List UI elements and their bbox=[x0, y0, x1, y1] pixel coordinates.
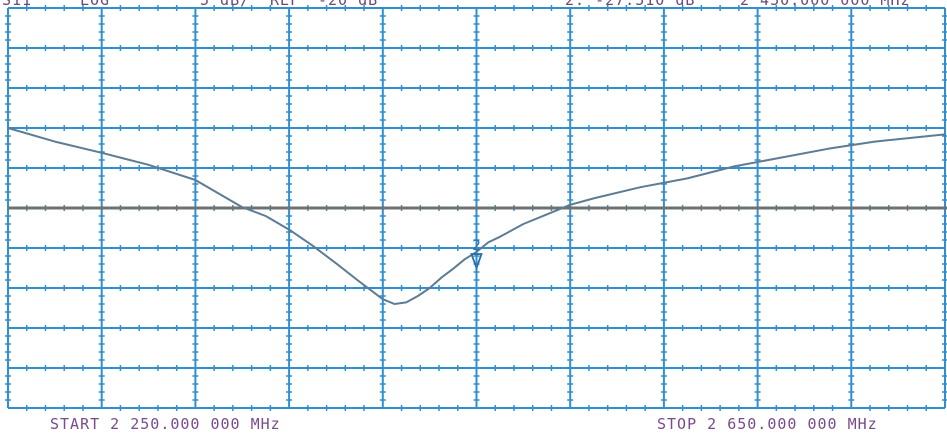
s11-trace bbox=[7, 127, 946, 305]
channel-label: S11 bbox=[2, 0, 33, 9]
marker-readout: 2: -27.510 dB bbox=[565, 0, 696, 9]
marker-frequency: 2 450.000 000 MHz bbox=[740, 0, 911, 9]
graticule bbox=[5, 5, 947, 411]
marker-layer: 2 bbox=[470, 238, 483, 271]
ref-value: -20 dB bbox=[318, 0, 379, 9]
marker-triangle bbox=[470, 253, 483, 271]
format-label: LOG bbox=[80, 0, 111, 9]
start-frequency: START 2 250.000 000 MHz bbox=[50, 415, 281, 433]
marker-label: 2 bbox=[472, 238, 480, 254]
ref-label: REF bbox=[270, 0, 301, 9]
stop-frequency: STOP 2 650.000 000 MHz bbox=[657, 415, 878, 433]
scale-label: 5 dB/ bbox=[200, 0, 251, 9]
